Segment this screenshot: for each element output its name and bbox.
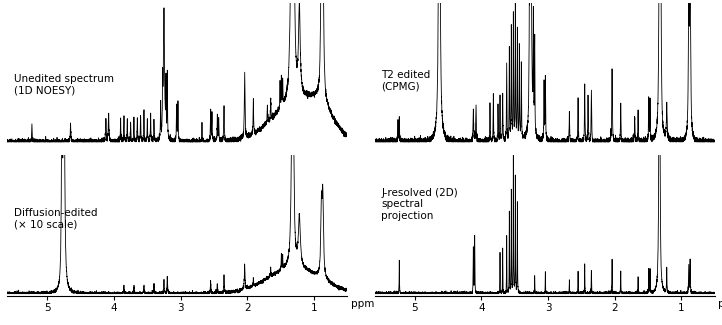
Text: ppm: ppm [718,299,722,308]
Text: ppm: ppm [351,299,374,308]
Text: J-resolved (2D)
spectral
projection: J-resolved (2D) spectral projection [381,188,458,221]
Text: Diffusion-edited
(× 10 scale): Diffusion-edited (× 10 scale) [14,208,97,229]
Text: T2 edited
(CPMG): T2 edited (CPMG) [381,70,430,91]
Text: Unedited spectrum
(1D NOESY): Unedited spectrum (1D NOESY) [14,74,114,96]
